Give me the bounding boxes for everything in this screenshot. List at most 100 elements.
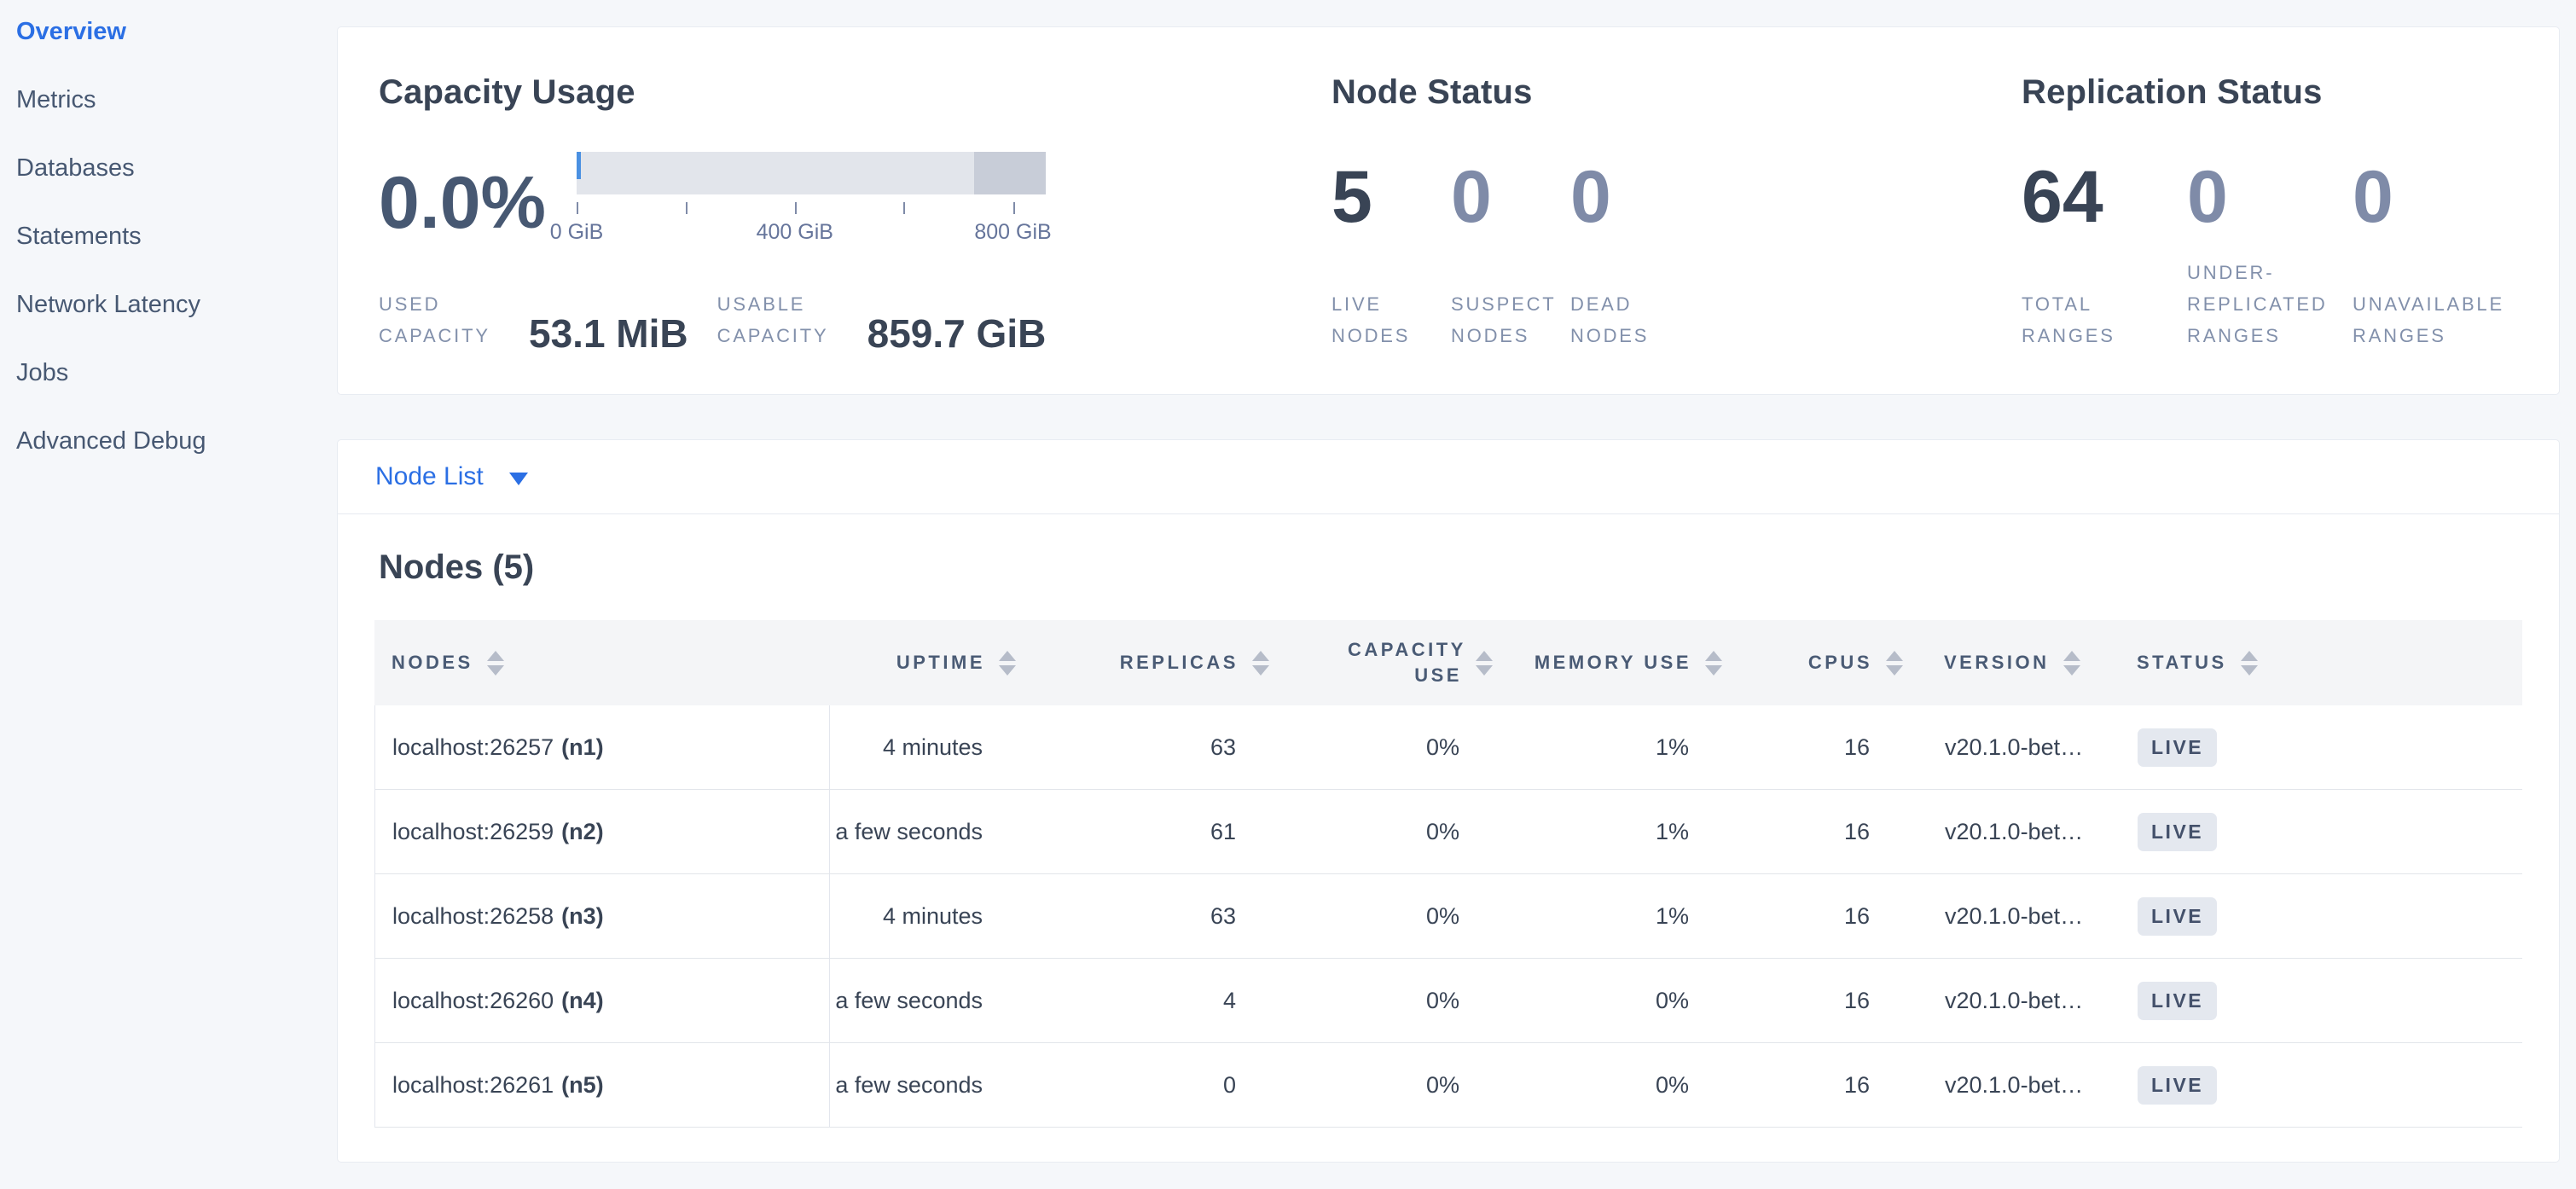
column-label: UPTIME <box>896 652 985 673</box>
column-label: VERSION <box>1944 652 2050 673</box>
cluster-summary-card: Capacity Usage 0.0% <box>337 26 2560 395</box>
sidebar-item-network-latency[interactable]: Network Latency <box>16 291 200 318</box>
main-content: Capacity Usage 0.0% <box>337 0 2576 1189</box>
sort-icon[interactable] <box>999 650 1016 676</box>
capacity-usage-title: Capacity Usage <box>379 73 635 111</box>
axis-tick <box>903 202 906 214</box>
status-badge: LIVE <box>2138 896 2218 936</box>
chevron-down-icon[interactable] <box>508 472 528 485</box>
table-row: localhost:26261 (n5) a few seconds 0 0% … <box>375 1043 2522 1128</box>
sort-icon[interactable] <box>1476 650 1493 676</box>
suspect-nodes-stat: 0 SUSPECT NODES <box>1451 160 1553 351</box>
unavailable-ranges-value: 0 <box>2353 156 2393 238</box>
node-link[interactable]: localhost:26257 <box>392 734 554 760</box>
column-header-status[interactable]: STATUS <box>2082 620 2522 705</box>
node-list-dropdown[interactable]: Node List <box>338 440 2559 514</box>
sidebar-item-statements[interactable]: Statements <box>16 223 142 250</box>
version-cell: v20.1.0-bet… <box>1945 902 2084 929</box>
node-id: (n4) <box>561 987 604 1013</box>
column-label: NODES <box>392 652 473 673</box>
node-id: (n3) <box>561 902 604 929</box>
sidebar-item-databases[interactable]: Databases <box>16 154 135 182</box>
status-badge: LIVE <box>2138 812 2218 851</box>
column-header-nodes[interactable]: NODES <box>374 620 829 705</box>
sort-icon[interactable] <box>1886 650 1903 676</box>
sidebar-item-metrics[interactable]: Metrics <box>16 86 96 113</box>
status-badge: LIVE <box>2138 981 2218 1020</box>
node-status-section: Node Status 5 LIVE NODES 0 SUSPECT NODES… <box>1332 72 2022 351</box>
uptime-cell: 4 minutes <box>882 734 983 760</box>
column-header-replicas[interactable]: REPLICAS <box>1016 620 1269 705</box>
cpus-cell: 16 <box>1843 1071 1870 1098</box>
capacity-used-percent: 0.0% <box>379 162 547 244</box>
sort-icon[interactable] <box>486 650 504 676</box>
table-row: localhost:26258 (n3) 4 minutes 63 0% 1% … <box>375 874 2522 959</box>
capacity-bar-used-marker <box>577 152 582 179</box>
axis-tick <box>1012 202 1015 214</box>
sort-icon[interactable] <box>2063 650 2080 676</box>
memory-use-cell: 0% <box>1655 1071 1689 1098</box>
status-cell: LIVE <box>2083 790 2522 873</box>
used-capacity-stat: USED CAPACITY 53.1 MiB <box>379 288 688 356</box>
total-ranges-stat: 64 TOTAL RANGES <box>2022 160 2180 351</box>
nodes-table-title: Nodes (5) <box>379 548 535 586</box>
under-replicated-ranges-label: UNDER-REPLICATED RANGES <box>2187 262 2328 346</box>
sort-icon[interactable] <box>1252 650 1269 676</box>
capacity-use-cell: 0% <box>1425 818 1459 844</box>
column-label: CAPACITY USE <box>1348 639 1466 686</box>
used-capacity-value: 53.1 MiB <box>529 311 688 356</box>
sidebar-item-jobs[interactable]: Jobs <box>16 359 69 386</box>
node-status-title: Node Status <box>1332 73 1533 111</box>
node-cell: localhost:26260 (n4) <box>375 959 830 1042</box>
cpus-cell: 16 <box>1843 818 1870 844</box>
column-header-cpus[interactable]: CPUS <box>1722 620 1903 705</box>
uptime-cell: 4 minutes <box>882 902 983 929</box>
node-cell: localhost:26261 (n5) <box>375 1043 830 1127</box>
under-replicated-ranges-stat: 0 UNDER-REPLICATED RANGES <box>2187 160 2346 351</box>
sidebar-item-advanced-debug[interactable]: Advanced Debug <box>16 427 206 455</box>
live-nodes-label: LIVE NODES <box>1332 293 1411 346</box>
node-id: (n5) <box>561 1071 604 1098</box>
sidebar-item-overview[interactable]: Overview <box>16 18 126 45</box>
replicas-cell: 0 <box>1222 1071 1236 1098</box>
axis-label: 800 GiB <box>974 220 1052 244</box>
memory-use-cell: 1% <box>1655 818 1689 844</box>
uptime-cell: a few seconds <box>835 987 983 1013</box>
sort-icon[interactable] <box>2240 650 2258 676</box>
node-list-card: Node List Nodes (5) NODES UPTIME <box>337 439 2560 1163</box>
table-row: localhost:26259 (n2) a few seconds 61 0%… <box>375 790 2522 874</box>
status-badge: LIVE <box>2138 1065 2218 1105</box>
uptime-cell: a few seconds <box>835 818 983 844</box>
capacity-axis-ticks <box>577 202 1046 214</box>
nodes-table-section: Nodes (5) NODES UPTIME REPLICAS <box>338 514 2559 1162</box>
dead-nodes-stat: 0 DEAD NODES <box>1570 160 1673 351</box>
capacity-usage-section: Capacity Usage 0.0% <box>379 72 1332 356</box>
replicas-cell: 4 <box>1222 987 1236 1013</box>
live-nodes-stat: 5 LIVE NODES <box>1332 160 1434 351</box>
node-cell: localhost:26257 (n1) <box>375 705 830 789</box>
sort-icon[interactable] <box>1705 650 1722 676</box>
replication-status-stats: 64 TOTAL RANGES 0 UNDER-REPLICATED RANGE… <box>2022 160 2518 351</box>
column-label: REPLICAS <box>1119 652 1239 673</box>
cpus-cell: 16 <box>1843 734 1870 760</box>
node-cell: localhost:26259 (n2) <box>375 790 830 873</box>
axis-tick <box>685 202 688 214</box>
status-cell: LIVE <box>2083 705 2522 789</box>
node-link[interactable]: localhost:26261 <box>392 1071 554 1098</box>
usable-capacity-value: 859.7 GiB <box>867 311 1047 356</box>
column-header-version[interactable]: VERSION <box>1903 620 2082 705</box>
node-list-dropdown-label[interactable]: Node List <box>375 462 484 490</box>
axis-label: 400 GiB <box>756 220 833 244</box>
cpus-cell: 16 <box>1843 987 1870 1013</box>
node-link[interactable]: localhost:26258 <box>392 902 554 929</box>
status-cell: LIVE <box>2083 874 2522 958</box>
replicas-cell: 63 <box>1210 734 1236 760</box>
column-header-capacity-use[interactable]: CAPACITY USE <box>1269 620 1493 705</box>
capacity-axis-labels: 0 GiB 400 GiB 800 GiB <box>550 220 1052 246</box>
uptime-cell: a few seconds <box>835 1071 983 1098</box>
node-link[interactable]: localhost:26260 <box>392 987 554 1013</box>
column-header-uptime[interactable]: UPTIME <box>829 620 1016 705</box>
column-header-memory-use[interactable]: MEMORY USE <box>1493 620 1722 705</box>
node-link[interactable]: localhost:26259 <box>392 818 554 844</box>
